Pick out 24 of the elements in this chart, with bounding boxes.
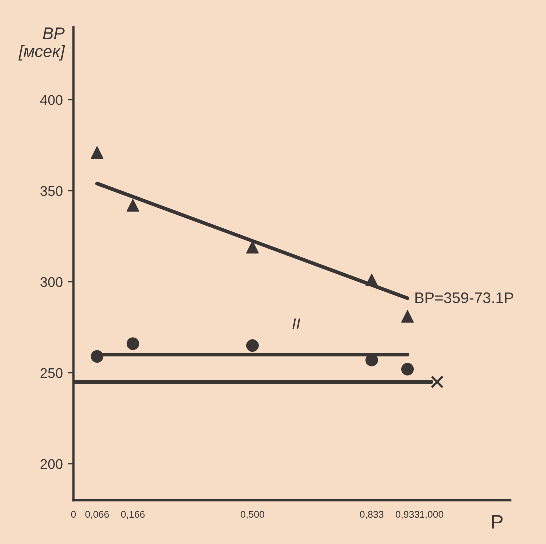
- y-axis-title: ВР [мсек]: [18, 28, 66, 61]
- x-axis-title: P: [492, 515, 503, 529]
- annotation: ВР=359-73.1Р: [416, 292, 514, 304]
- x-tick-label: 1,000: [420, 511, 444, 520]
- x-tick-label: 0,500: [240, 511, 265, 520]
- x-tick-label: 0,066: [86, 511, 110, 520]
- point: [401, 310, 414, 323]
- point: [246, 339, 259, 352]
- x-tick-label: 0,166: [121, 511, 145, 520]
- annotation: II: [292, 318, 300, 330]
- point: [126, 199, 140, 212]
- y-tick-label: 350: [40, 186, 63, 196]
- y-tick-label: 400: [40, 95, 63, 106]
- point: [91, 146, 104, 160]
- y-tick-label: 250: [40, 368, 63, 378]
- y-tick-label: 300: [40, 277, 63, 288]
- x-tick-label: 0,933: [396, 511, 420, 520]
- point: [246, 241, 259, 254]
- point: [431, 376, 444, 389]
- x-tick-label: 0: [71, 511, 76, 518]
- x-tick-label: 0,833: [360, 511, 384, 520]
- point: [401, 363, 414, 376]
- point: [126, 338, 140, 350]
- y-tick-label: 200: [40, 459, 63, 470]
